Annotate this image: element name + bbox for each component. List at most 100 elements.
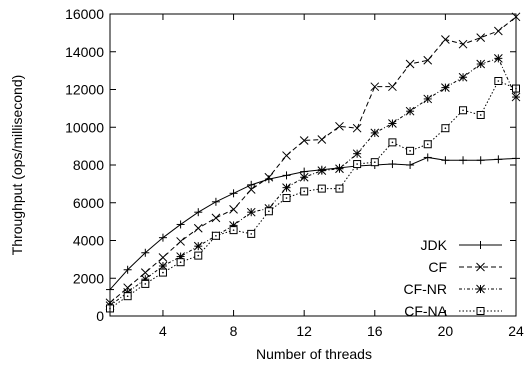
x-axis-label: Number of threads bbox=[256, 346, 372, 362]
data-point bbox=[211, 213, 221, 223]
legend-label: CF-NR bbox=[403, 281, 447, 297]
data-point bbox=[476, 241, 485, 249]
data-point bbox=[158, 253, 168, 262]
data-point bbox=[441, 156, 450, 165]
data-point bbox=[211, 197, 220, 206]
legend-item: JDK bbox=[421, 237, 502, 253]
data-point bbox=[282, 151, 291, 160]
data-point bbox=[476, 284, 485, 294]
y-tick-label: 6000 bbox=[73, 195, 104, 211]
data-point bbox=[423, 140, 432, 149]
series-cf-na bbox=[106, 77, 520, 313]
data-point bbox=[441, 124, 450, 133]
data-point bbox=[247, 180, 256, 189]
data-point bbox=[441, 35, 450, 44]
data-point bbox=[246, 207, 256, 217]
series-line bbox=[109, 80, 517, 309]
data-point bbox=[246, 185, 256, 194]
series-layer bbox=[105, 12, 521, 313]
plot-frame bbox=[109, 13, 517, 317]
legend-item: CF-NA bbox=[404, 303, 502, 319]
data-point bbox=[193, 241, 203, 251]
x-tick-label: 8 bbox=[230, 323, 238, 339]
data-point bbox=[459, 106, 468, 115]
data-point bbox=[176, 220, 185, 229]
x-tick-label: 16 bbox=[367, 323, 383, 339]
data-point bbox=[158, 268, 167, 277]
data-point bbox=[388, 82, 397, 92]
data-point bbox=[352, 123, 362, 133]
data-point bbox=[194, 208, 203, 217]
y-tick-label: 8000 bbox=[73, 157, 104, 173]
data-point bbox=[405, 59, 415, 69]
data-point bbox=[459, 156, 468, 165]
y-axis-label: Throughput (ops/millisecond) bbox=[9, 75, 25, 256]
legend-item: CF-NR bbox=[403, 281, 502, 297]
y-tick-label: 16000 bbox=[65, 6, 104, 22]
series-cf-nr bbox=[105, 54, 521, 310]
data-point bbox=[493, 54, 503, 63]
data-point bbox=[123, 292, 132, 301]
data-point bbox=[458, 39, 468, 49]
data-point bbox=[476, 262, 485, 272]
data-point bbox=[476, 156, 485, 165]
data-point bbox=[176, 237, 185, 246]
data-point bbox=[300, 187, 309, 196]
data-point bbox=[317, 166, 327, 176]
data-point bbox=[423, 94, 433, 104]
series-line bbox=[109, 156, 517, 290]
data-point bbox=[317, 135, 327, 144]
data-point bbox=[335, 121, 344, 131]
y-tick-label: 4000 bbox=[73, 233, 104, 249]
data-point bbox=[423, 55, 433, 65]
series-line bbox=[109, 57, 517, 307]
data-point bbox=[141, 248, 150, 257]
x-tick-label: 12 bbox=[296, 323, 312, 339]
data-point bbox=[141, 279, 150, 288]
axis-ticks: 0 2000 4000 6000 8000 10000 12000 14000 16000 4 8 1… bbox=[65, 6, 524, 339]
legend-label: CF-NA bbox=[404, 303, 447, 319]
data-point bbox=[193, 223, 203, 233]
y-tick-label: 0 bbox=[96, 308, 104, 324]
data-point bbox=[299, 172, 309, 182]
data-point bbox=[476, 110, 485, 119]
data-point bbox=[299, 136, 309, 145]
x-tick-label: 4 bbox=[159, 323, 167, 339]
data-point bbox=[388, 138, 397, 147]
data-point bbox=[211, 231, 220, 240]
data-point bbox=[494, 155, 503, 164]
legend-label: CF bbox=[428, 259, 447, 275]
x-tick-label: 20 bbox=[438, 323, 454, 339]
legend-label: JDK bbox=[421, 237, 448, 253]
data-point bbox=[353, 160, 362, 169]
data-point bbox=[476, 307, 485, 315]
data-point bbox=[388, 160, 397, 169]
data-point bbox=[370, 128, 380, 138]
data-point bbox=[317, 184, 326, 193]
y-tick-label: 10000 bbox=[65, 119, 104, 135]
data-point bbox=[158, 233, 167, 242]
data-point bbox=[229, 189, 238, 198]
data-point bbox=[406, 146, 415, 155]
data-point bbox=[264, 207, 273, 216]
legend: JDK CF CF-NR CF-NA bbox=[403, 237, 502, 319]
series-cf bbox=[105, 12, 521, 308]
data-point bbox=[282, 194, 291, 203]
data-point bbox=[282, 171, 291, 180]
series-jdk bbox=[106, 153, 520, 294]
data-point bbox=[476, 59, 486, 69]
data-point bbox=[370, 82, 380, 92]
data-point bbox=[140, 268, 150, 277]
y-tick-label: 12000 bbox=[65, 82, 104, 98]
data-point bbox=[406, 161, 415, 169]
data-point bbox=[388, 119, 397, 128]
data-point bbox=[335, 184, 344, 193]
data-point bbox=[494, 77, 503, 86]
data-point bbox=[176, 258, 185, 267]
legend-item: CF bbox=[428, 259, 502, 275]
data-point bbox=[441, 83, 450, 92]
data-point bbox=[335, 164, 344, 174]
data-point bbox=[423, 153, 432, 162]
data-point bbox=[282, 183, 291, 193]
